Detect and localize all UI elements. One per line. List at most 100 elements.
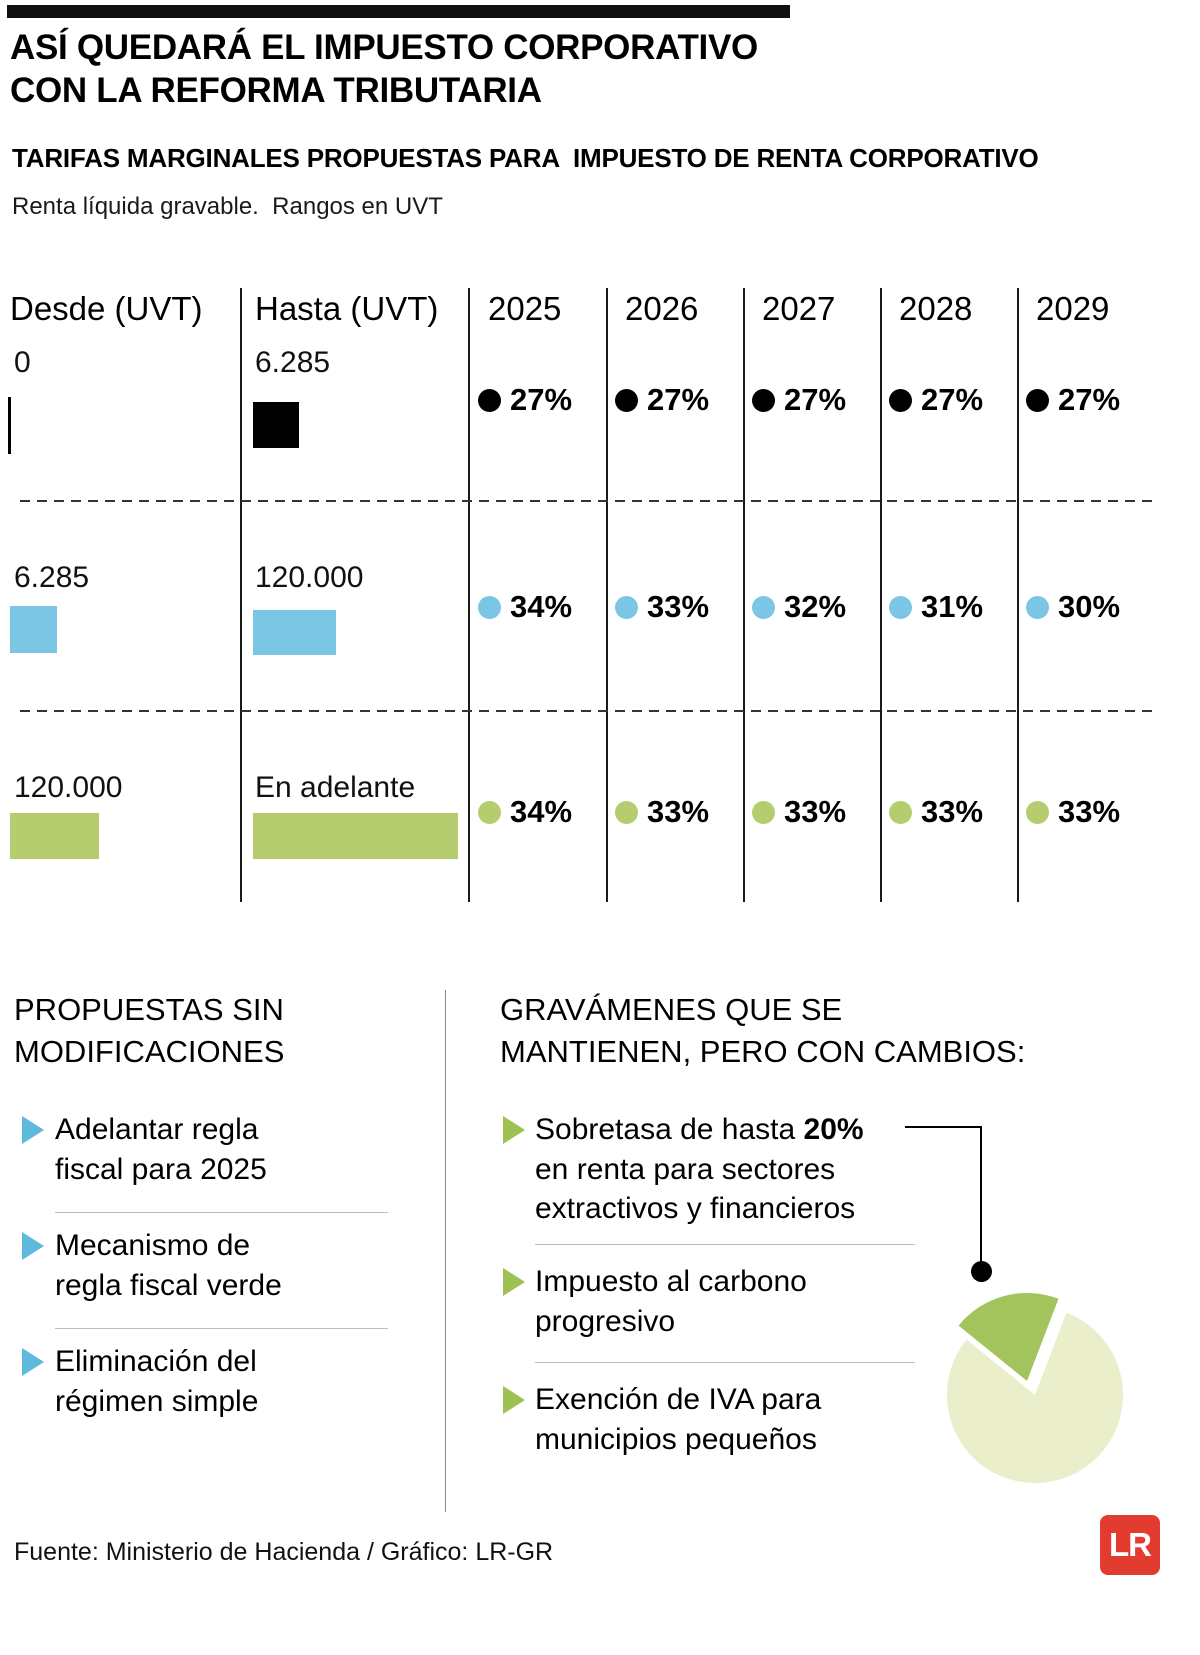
item-separator xyxy=(535,1244,915,1245)
rate-dot-icon xyxy=(889,388,912,412)
pie-connector-dot xyxy=(971,1261,992,1282)
panel-divider xyxy=(445,990,446,1512)
range-bar xyxy=(253,610,336,655)
rate-cell: 27% xyxy=(478,380,572,420)
triangle-bullet-icon xyxy=(503,1268,525,1296)
pie-chart xyxy=(946,1292,1123,1483)
rate-dot-icon xyxy=(1026,595,1049,619)
range-from-value: 0 xyxy=(14,346,31,379)
rate-cell: 34% xyxy=(478,792,572,832)
pie-slice-highlight xyxy=(958,1292,1059,1381)
item-line: Sobretasa de hasta 20% xyxy=(535,1110,864,1150)
left-panel-item: Eliminación del régimen simple xyxy=(55,1342,258,1421)
title-line-1: ASÍ QUEDARÁ EL IMPUESTO CORPORATIVO xyxy=(10,28,758,67)
rate-dot-icon xyxy=(478,595,501,619)
triangle-bullet-icon xyxy=(22,1348,44,1376)
rate-cell: 27% xyxy=(615,380,709,420)
right-panel-item: Exención de IVA para municipios pequeños xyxy=(535,1380,821,1459)
range-bar xyxy=(10,813,99,859)
item-line: en renta para sectores xyxy=(535,1152,836,1186)
chart-subtitle: TARIFAS MARGINALES PROPUESTAS PARA IMPUE… xyxy=(12,143,1039,173)
col-header-2025: 2025 xyxy=(488,290,562,327)
pie-connector-line xyxy=(980,1126,982,1268)
rate-cell: 33% xyxy=(615,792,709,832)
rate-value: 33% xyxy=(647,589,710,624)
triangle-bullet-icon xyxy=(22,1116,44,1144)
rate-value: 34% xyxy=(510,794,573,829)
range-from-value: 6.285 xyxy=(14,561,90,594)
right-panel-item: Sobretasa de hasta 20% en renta para sec… xyxy=(535,1110,864,1229)
range-to-value: En adelante xyxy=(255,771,416,804)
col-header-2026: 2026 xyxy=(625,290,699,327)
item-line: fiscal para 2025 xyxy=(55,1152,267,1186)
range-bar xyxy=(253,402,299,448)
column-divider xyxy=(606,288,608,902)
row-divider-dashed xyxy=(20,710,1155,712)
range-bar xyxy=(253,813,458,859)
rate-cell: 33% xyxy=(889,792,983,832)
rate-cell: 34% xyxy=(478,587,572,627)
item-separator xyxy=(55,1212,388,1213)
triangle-bullet-icon xyxy=(503,1116,525,1144)
range-bar xyxy=(8,397,11,454)
rate-value: 27% xyxy=(510,382,573,417)
rate-dot-icon xyxy=(752,800,775,824)
rate-cell: 33% xyxy=(1026,792,1120,832)
rate-dot-icon xyxy=(478,800,501,824)
rate-value: 33% xyxy=(1058,794,1121,829)
lr-logo: LR xyxy=(1100,1515,1160,1575)
right-heading-line-2: MANTIENEN, PERO CON CAMBIOS: xyxy=(500,1033,1026,1069)
left-heading-line-1: PROPUESTAS SIN xyxy=(14,992,284,1027)
item-line: Exención de IVA para xyxy=(535,1383,822,1416)
item-line: Mecanismo de xyxy=(55,1229,251,1262)
triangle-bullet-icon xyxy=(503,1386,525,1414)
rate-value: 27% xyxy=(647,382,710,417)
rate-value: 27% xyxy=(921,382,984,417)
rate-cell: 30% xyxy=(1026,587,1120,627)
column-divider xyxy=(1017,288,1019,902)
item-text: Sobretasa de hasta xyxy=(535,1113,804,1146)
col-header-2029: 2029 xyxy=(1036,290,1110,327)
source-credit: Fuente: Ministerio de Hacienda / Gráfico… xyxy=(14,1538,554,1566)
rate-value: 34% xyxy=(510,589,573,624)
rate-dot-icon xyxy=(752,595,775,619)
range-to-value: 6.285 xyxy=(255,346,331,379)
pie-slice-rest xyxy=(946,1312,1123,1483)
col-header-2028: 2028 xyxy=(899,290,973,327)
rate-value: 33% xyxy=(784,794,847,829)
item-line: Adelantar regla xyxy=(55,1113,259,1146)
left-panel-heading: PROPUESTAS SIN MODIFICACIONES xyxy=(14,989,284,1072)
units-note: Renta líquida gravable. Rangos en UVT xyxy=(12,193,443,220)
rate-dot-icon xyxy=(889,595,912,619)
rate-cell: 27% xyxy=(752,380,846,420)
rate-dot-icon xyxy=(752,388,775,412)
rate-value: 31% xyxy=(921,589,984,624)
rate-cell: 32% xyxy=(752,587,846,627)
rate-dot-icon xyxy=(1026,800,1049,824)
title-line-2: CON LA REFORMA TRIBUTARIA xyxy=(10,71,542,111)
item-line: Impuesto al carbono xyxy=(535,1265,807,1298)
column-divider xyxy=(743,288,745,902)
rate-value: 27% xyxy=(1058,382,1121,417)
left-heading-line-2: MODIFICACIONES xyxy=(14,1033,285,1069)
triangle-bullet-icon xyxy=(22,1232,44,1260)
col-header-2027: 2027 xyxy=(762,290,836,327)
item-highlight-value: 20% xyxy=(803,1113,864,1146)
page-title: ASÍ QUEDARÁ EL IMPUESTO CORPORATIVO CON … xyxy=(10,26,758,112)
right-heading-line-1: GRAVÁMENES QUE SE xyxy=(500,992,843,1027)
item-line: extractivos y financieros xyxy=(535,1192,856,1226)
item-line: regla fiscal verde xyxy=(55,1268,282,1302)
col-header-desde: Desde (UVT) xyxy=(10,290,203,327)
column-divider xyxy=(240,288,242,902)
pie-connector-line xyxy=(905,1126,982,1128)
rate-dot-icon xyxy=(478,388,501,412)
top-accent-bar xyxy=(7,5,790,18)
item-separator xyxy=(535,1362,915,1363)
rate-cell: 31% xyxy=(889,587,983,627)
rate-dot-icon xyxy=(615,388,638,412)
right-panel-item: Impuesto al carbono progresivo xyxy=(535,1262,807,1341)
rate-value: 27% xyxy=(784,382,847,417)
rate-cell: 27% xyxy=(889,380,983,420)
rate-cell: 33% xyxy=(752,792,846,832)
